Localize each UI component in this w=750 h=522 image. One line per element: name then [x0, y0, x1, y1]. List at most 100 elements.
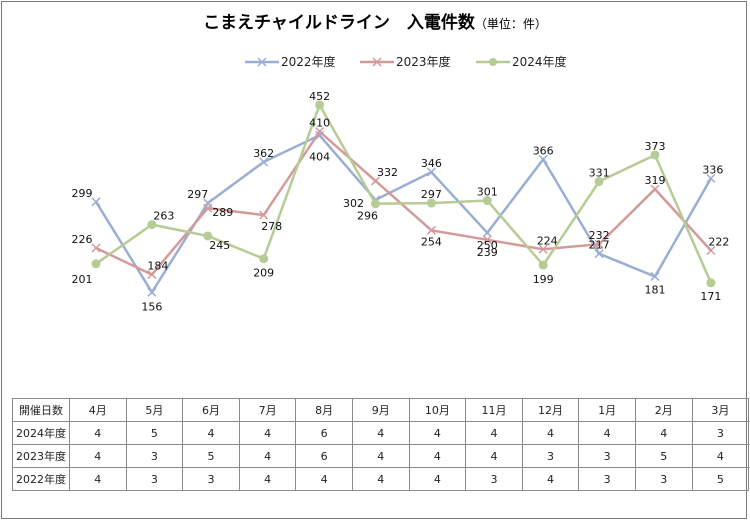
series-line-2024 — [95, 102, 713, 284]
data-label-2022: 336 — [702, 163, 723, 176]
data-point-2023 — [482, 235, 492, 245]
data-label-2023: 184 — [147, 260, 168, 273]
data-label-2023: 289 — [212, 206, 233, 219]
table-cell: 6 — [295, 421, 353, 445]
table-cell: 3 — [182, 467, 240, 491]
data-label-2022: 404 — [309, 150, 330, 163]
table-cell: 5 — [125, 421, 184, 445]
table-cell: 4 — [351, 421, 410, 445]
table-row: 2024年度 4 5 4 4 6 4 4 4 4 4 4 3 — [12, 421, 750, 445]
data-point-2023 — [370, 176, 381, 186]
table-cell: 4 — [408, 421, 467, 445]
data-label-2024: 171 — [700, 290, 721, 303]
table-cell: 4 — [408, 444, 467, 468]
table-cell: 4 — [238, 421, 297, 445]
table-header-cell: 12月 — [521, 398, 580, 422]
data-label-2022: 250 — [477, 239, 498, 252]
table-row-label: 2023年度 — [12, 444, 70, 468]
data-label-2023: 278 — [261, 220, 282, 233]
data-point-2024 — [706, 278, 716, 288]
table-header-cell: 7月 — [238, 398, 297, 422]
legend-item-2023: 2023年度 — [360, 53, 451, 70]
table-cell: 4 — [408, 467, 467, 491]
table-cell: 4 — [295, 467, 353, 491]
data-label-2024: 373 — [645, 140, 666, 153]
data-label-2024: 301 — [477, 186, 498, 199]
table-cell: 4 — [465, 421, 523, 445]
data-label-2023: 232 — [589, 229, 610, 242]
table-header-cell: 8月 — [295, 398, 353, 422]
data-point-2024 — [91, 259, 101, 269]
chart-legend: 2022年度 2023年度 2024年度 — [0, 53, 750, 73]
table-cell: 3 — [125, 444, 184, 468]
data-point-2022 — [706, 173, 716, 183]
table-row-label: 2022年度 — [12, 467, 70, 491]
table-header-cell: 11月 — [465, 398, 523, 422]
table-cell: 6 — [295, 444, 353, 468]
data-point-2023 — [538, 244, 548, 254]
data-point-2023 — [650, 184, 660, 194]
data-label-2023: 226 — [72, 233, 93, 246]
data-label-2022: 366 — [533, 144, 554, 157]
data-point-2024 — [259, 254, 269, 264]
data-point-2022 — [538, 154, 548, 164]
data-label-2024: 201 — [72, 273, 93, 286]
data-label-2022: 156 — [141, 300, 162, 313]
data-label-2022: 217 — [589, 239, 610, 252]
table-cell: 4 — [691, 444, 750, 468]
legend-marker-2022 — [245, 56, 279, 67]
table-cell: 4 — [69, 467, 127, 491]
table-header-cell: 10月 — [408, 398, 467, 422]
data-label-2023: 254 — [421, 235, 442, 248]
data-label-2022: 299 — [72, 187, 93, 200]
data-label-2022: 346 — [421, 157, 442, 170]
data-label-2024: 209 — [253, 267, 274, 280]
table-header-cell: 3月 — [691, 398, 750, 422]
table-cell: 3 — [465, 467, 523, 491]
data-point-2023 — [594, 239, 604, 249]
event-days-table: 開催日数 4月 5月 6月 7月 8月 9月 10月 11月 12月 1月 2月… — [12, 398, 750, 491]
table-cell: 3 — [634, 467, 693, 491]
data-label-2023: 332 — [377, 166, 398, 179]
data-point-2024 — [538, 260, 548, 270]
chart-title-unit: （単位：件） — [474, 17, 547, 31]
series-line-2023 — [95, 129, 712, 277]
table-cell: 4 — [351, 444, 410, 468]
series-line-2022 — [94, 133, 712, 295]
data-label-2023: 410 — [309, 117, 330, 130]
table-header-cell: 6月 — [182, 398, 240, 422]
data-point-2024 — [482, 196, 492, 206]
data-point-2023 — [259, 210, 269, 220]
table-cell: 3 — [521, 444, 580, 468]
table-header-cell: 2月 — [634, 398, 693, 422]
table-cell: 3 — [578, 467, 636, 491]
table-row: 2022年度 4 3 3 4 4 4 4 3 4 3 3 5 — [12, 467, 750, 491]
table-cell: 5 — [691, 467, 750, 491]
data-label-2022: 181 — [645, 283, 666, 296]
data-point-2023 — [315, 127, 325, 137]
table-cell: 4 — [634, 421, 693, 445]
table-cell: 4 — [521, 421, 580, 445]
data-point-2022 — [594, 249, 604, 259]
data-point-2024 — [147, 220, 157, 230]
data-point-2022 — [147, 287, 157, 297]
table-header-cell: 5月 — [125, 398, 184, 422]
legend-marker-2023 — [360, 56, 394, 67]
table-cell: 3 — [578, 444, 636, 468]
table-cell: 4 — [351, 467, 410, 491]
data-point-2024 — [594, 177, 604, 187]
data-point-2024 — [203, 231, 213, 241]
table-cell: 4 — [69, 421, 127, 445]
table-cell: 4 — [465, 444, 523, 468]
table-cell: 5 — [182, 444, 240, 468]
data-label-2024: 297 — [421, 188, 442, 201]
data-point-2024 — [426, 198, 436, 208]
data-point-2022 — [259, 157, 269, 167]
table-cell: 4 — [182, 421, 240, 445]
data-label-2024: 199 — [533, 273, 554, 286]
table-cell: 4 — [238, 444, 297, 468]
data-label-2022: 297 — [187, 188, 208, 201]
chart-title: こまえチャイルドライン 入電件数（単位：件） — [0, 8, 750, 33]
table-cell: 4 — [521, 467, 580, 491]
table-header-row: 開催日数 4月 5月 6月 7月 8月 9月 10月 11月 12月 1月 2月… — [12, 398, 750, 422]
